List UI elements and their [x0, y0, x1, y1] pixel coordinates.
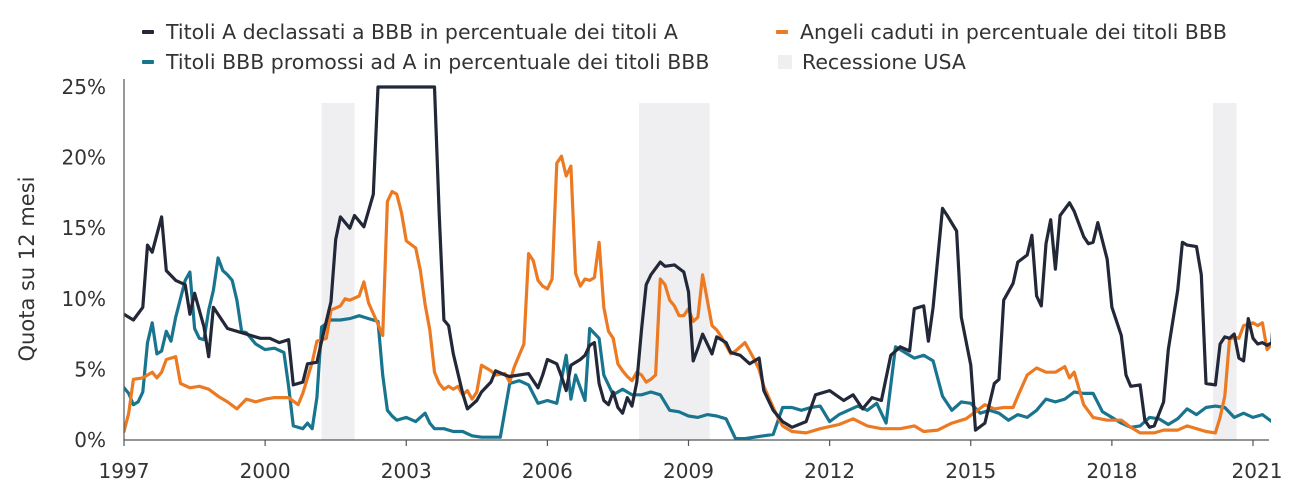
y-tick-label: 5%	[74, 357, 106, 381]
legend-item-a-downgraded: Titoli A declassati a BBB in percentuale…	[142, 20, 678, 44]
x-tick-label: 2012	[804, 459, 855, 483]
y-tick-label: 25%	[62, 75, 106, 99]
y-tick-label: 0%	[74, 428, 106, 452]
legend-swatch-fallen-angels	[776, 30, 788, 34]
legend-label-a-downgraded: Titoli A declassati a BBB in percentuale…	[166, 20, 678, 44]
legend-label-fallen-angels: Angeli caduti in percentuale dei titoli …	[800, 20, 1227, 44]
x-tick-label: 2015	[945, 459, 996, 483]
x-tick-label: 2006	[522, 459, 573, 483]
legend-swatch-bbb-upgraded	[142, 60, 154, 64]
recession-bands	[321, 103, 1237, 440]
x-axis-ticks: 1997 2000 2003 2006 2009 2012 2015 2018 2021	[99, 440, 1283, 483]
legend-swatch-a-downgraded	[142, 30, 154, 34]
x-tick-label: 2009	[663, 459, 714, 483]
legend-item-fallen-angels: Angeli caduti in percentuale dei titoli …	[776, 20, 1227, 44]
y-axis-label: Quota su 12 mesi	[15, 177, 39, 362]
series-fallen-angels-line	[124, 154, 1271, 435]
x-tick-label: 2000	[240, 459, 291, 483]
y-tick-label: 10%	[62, 287, 106, 311]
legend-label-recession: Recessione USA	[802, 50, 966, 74]
series-bbb-upgraded-line	[124, 256, 1271, 440]
recession-band-1	[321, 103, 355, 440]
legend-label-bbb-upgraded: Titoli BBB promossi ad A in percentuale …	[166, 50, 710, 74]
recession-band-2	[639, 103, 710, 440]
x-tick-label: 2021	[1232, 459, 1283, 483]
x-tick-label: 2003	[381, 459, 432, 483]
x-tick-label: 2018	[1086, 459, 1137, 483]
x-tick-label: 1997	[99, 459, 150, 483]
legend-swatch-recession	[778, 55, 792, 69]
series-lines	[124, 85, 1271, 440]
legend-item-recession: Recessione USA	[778, 50, 966, 74]
y-tick-label: 20%	[62, 146, 106, 170]
series-a-downgraded-line	[124, 85, 1271, 432]
legend-item-bbb-upgraded: Titoli BBB promossi ad A in percentuale …	[142, 50, 709, 74]
y-axis-ticks: 0% 5% 10% 15% 20% 25%	[62, 75, 106, 452]
y-tick-label: 15%	[62, 216, 106, 240]
